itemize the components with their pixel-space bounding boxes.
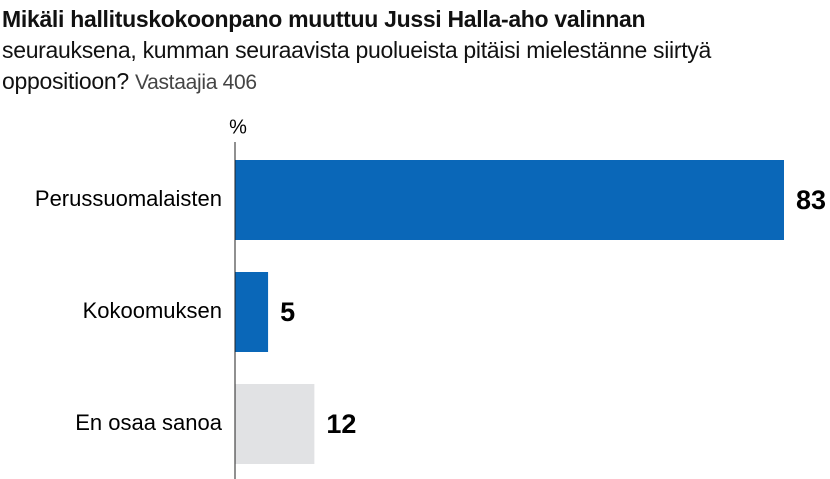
chart-note: Vastaajia 406 [134, 71, 257, 94]
value-label: 12 [326, 409, 356, 439]
chart-subtitle: seurauksena, kumman seuraavista puolueis… [2, 37, 711, 94]
bar [235, 384, 315, 464]
value-label: 5 [280, 297, 295, 327]
axis-label: % [229, 116, 247, 138]
category-label: Perussuomalaisten [35, 186, 222, 211]
chart-title: Mikäli hallituskokoonpano muuttuu Jussi … [2, 6, 646, 32]
header: Mikäli hallituskokoonpano muuttuu Jussi … [2, 4, 828, 98]
bar [235, 160, 784, 240]
category-label: Kokoomuksen [83, 298, 222, 323]
bar [235, 272, 269, 352]
category-label: En osaa sanoa [75, 410, 223, 435]
value-label: 83 [796, 185, 826, 215]
